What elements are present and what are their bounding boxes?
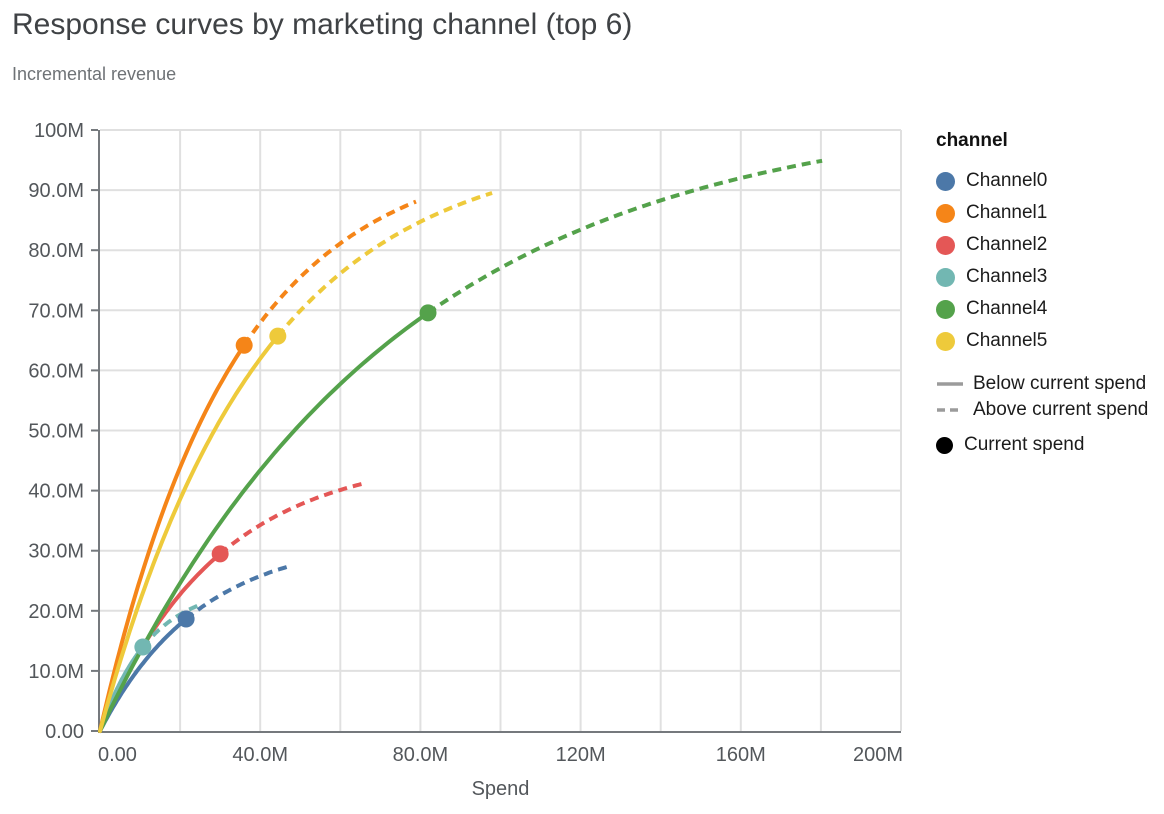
legend-item-channel1: Channel1 [936, 197, 1148, 229]
x-tick-label: 160M [716, 744, 766, 766]
legend-item-label: Channel2 [966, 234, 1048, 255]
response-curves [98, 158, 823, 733]
legend-item-label: Channel1 [966, 202, 1048, 223]
legend-item-label: Channel0 [966, 170, 1048, 191]
legend-item-current-spend: Current spend [936, 432, 1148, 458]
chart-subtitle: Incremental revenue [12, 64, 177, 84]
current-spend-dot-Channel2 [211, 545, 229, 563]
legend-item-label: Channel5 [966, 330, 1048, 351]
legend-item-above-current-spend: Above current spend [936, 397, 1148, 423]
x-tick-label: 120M [556, 744, 606, 766]
curve-below-spend-Channel5 [98, 334, 280, 733]
curve-below-spend-Channel1 [98, 343, 247, 733]
legend-item-label: Channel3 [966, 266, 1048, 287]
y-tick-label: 60.0M [28, 360, 84, 382]
y-tick-label: 20.0M [28, 601, 84, 623]
x-axis-title: Spend [471, 778, 530, 800]
x-tick-label: 0.00 [98, 744, 137, 766]
y-tick-label: 10.0M [28, 661, 84, 683]
y-tick-label: 0.00 [45, 721, 84, 743]
y-tick-label: 70.0M [28, 300, 84, 322]
x-tick-label: 80.0M [393, 744, 449, 766]
legend-item-channel5: Channel5 [936, 325, 1148, 357]
y-tick-label: 80.0M [28, 240, 84, 262]
curve-above-spend-Channel0 [184, 564, 288, 621]
legend-swatch-circle [936, 267, 955, 287]
x-axis-labels: 0.00 40.0M 80.0M 120M 160M 200M [98, 744, 903, 766]
y-axis-ticks [91, 129, 98, 732]
legend-swatch-circle [936, 331, 955, 351]
legend-item-channel2: Channel2 [936, 229, 1148, 261]
legend-solid-line-swatch [937, 382, 963, 386]
legend-item-label: Channel4 [966, 298, 1048, 319]
current-spend-dots [134, 304, 437, 656]
y-tick-label: 50.0M [28, 421, 84, 443]
curve-above-spend-Channel5 [276, 191, 493, 338]
current-spend-dot-swatch [936, 436, 953, 454]
y-tick-label: 40.0M [28, 481, 84, 503]
legend-item-label: Below current spend [973, 373, 1147, 394]
legend-channel-items: Channel0 Channel1 Channel2 Channel3 Channel4… [936, 165, 1148, 357]
legend-swatch-circle [936, 235, 955, 255]
current-spend-dot-Channel5 [269, 327, 287, 345]
curve-above-spend-Channel4 [426, 158, 823, 315]
gridlines [100, 129, 902, 731]
legend-swatch-circle [936, 203, 955, 223]
current-spend-dot-Channel3 [134, 638, 152, 656]
legend-dashed-line-swatch [937, 408, 963, 412]
legend-item-channel0: Channel0 [936, 165, 1148, 197]
legend-item-below-current-spend: Below current spend [936, 371, 1148, 397]
curve-above-spend-Channel1 [242, 199, 417, 347]
legend-item-label: Above current spend [973, 399, 1149, 420]
legend-item-channel4: Channel4 [936, 293, 1148, 325]
legend-title: channel [936, 130, 1008, 151]
curve-below-spend-Channel4 [98, 310, 430, 733]
legend-item-channel3: Channel3 [936, 261, 1148, 293]
current-spend-dot-Channel1 [235, 336, 253, 354]
legend: channel Channel0 Channel1 Channel2 Channel3… [936, 130, 1148, 458]
chart-title: Response curves by marketing channel (to… [12, 8, 633, 41]
curve-above-spend-Channel2 [218, 481, 366, 556]
legend-swatch-circle [936, 171, 955, 191]
legend-item-label: Current spend [964, 434, 1085, 455]
y-tick-label: 90.0M [28, 180, 84, 202]
y-axis-labels: 0.00 10.0M 20.0M 30.0M 40.0M 50.0M 60.0M 70.0M 8… [28, 120, 84, 743]
y-tick-label: 30.0M [28, 541, 84, 563]
x-tick-label: 200M [853, 744, 903, 766]
legend-swatch-circle [936, 299, 955, 319]
current-spend-dot-Channel0 [177, 610, 195, 628]
x-tick-label: 40.0M [232, 744, 288, 766]
curve-above-spend-Channel3 [141, 603, 200, 649]
legend-linestyle-items: Below current spend Above current spend [936, 371, 1148, 423]
current-spend-dot-Channel4 [419, 304, 437, 322]
y-tick-label: 100M [34, 120, 84, 142]
